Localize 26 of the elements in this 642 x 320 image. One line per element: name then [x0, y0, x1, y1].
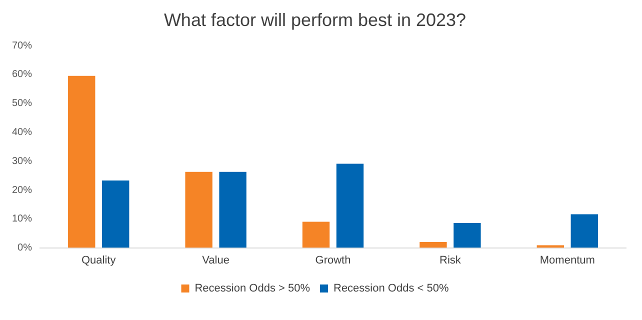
x-tick-label: Value	[202, 254, 230, 266]
bar	[302, 222, 330, 248]
bar	[336, 164, 364, 248]
bar	[68, 76, 96, 248]
x-tick-label: Quality	[81, 254, 116, 266]
x-tick-label: Risk	[440, 254, 462, 266]
x-tick-label: Growth	[315, 254, 351, 266]
legend-label: Recession Odds > 50%	[194, 282, 310, 295]
bar	[536, 245, 564, 248]
chart-title: What factor will perform best in 2023?	[164, 10, 466, 30]
y-tick-label: 30%	[12, 156, 32, 167]
x-tick-label: Momentum	[540, 254, 595, 266]
bar	[185, 172, 212, 248]
bar	[454, 222, 481, 248]
y-tick-label: 0%	[18, 242, 32, 254]
y-tick-label: 70%	[12, 40, 32, 52]
bar	[102, 180, 130, 248]
y-tick-label: 40%	[12, 127, 32, 138]
legend-label: Recession Odds < 50%	[334, 282, 449, 295]
y-tick-label: 50%	[12, 98, 32, 110]
y-tick-label: 60%	[12, 69, 32, 80]
y-tick-label: 10%	[12, 214, 32, 225]
bar	[420, 242, 447, 248]
bar	[570, 214, 598, 248]
y-tick-label: 20%	[12, 184, 32, 196]
bar	[219, 172, 246, 248]
